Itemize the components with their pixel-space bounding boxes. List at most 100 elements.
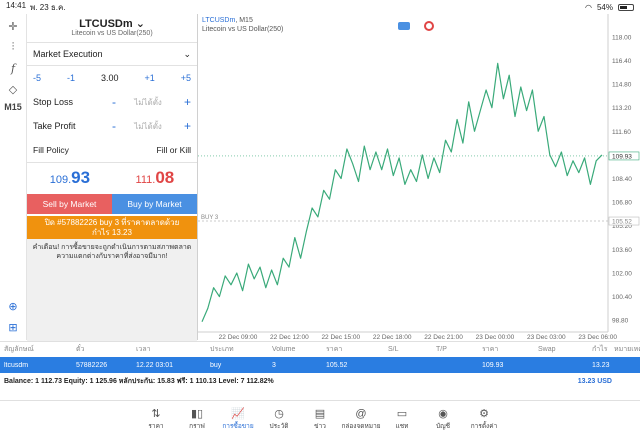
volume-plus-1[interactable]: +1 xyxy=(144,73,155,83)
column-header[interactable]: ประเภท xyxy=(210,346,234,353)
status-date: พ. 23 ธ.ค. xyxy=(30,2,66,12)
tab-at-sign[interactable]: @ กล่องจดหมาย xyxy=(341,401,382,447)
tab-chat[interactable]: ▭ แชท xyxy=(382,401,423,447)
symbol-name: LTCUSDm xyxy=(79,18,133,30)
buy-by-market-button[interactable]: Buy by Market xyxy=(112,194,197,214)
zoom-icon[interactable]: ⊕ xyxy=(8,300,18,313)
volume-value[interactable]: 3.00 xyxy=(100,73,119,83)
tab-label: แชท xyxy=(395,423,409,430)
chart-bars-icon: ▮▯ xyxy=(190,408,204,420)
tab-arrows-updown[interactable]: ⇅ ราคา xyxy=(136,401,177,447)
tab-label: การตั้งค่า xyxy=(470,423,498,430)
tab-trade-chart[interactable]: 📈 การซื้อขาย xyxy=(218,401,259,447)
column-header[interactable]: Swap xyxy=(538,346,556,353)
tab-history-clock[interactable]: ◷ ประวัติ xyxy=(259,401,300,447)
y-tick-label: 114.80 xyxy=(612,82,632,89)
fill-policy-row[interactable]: Fill Policy Fill or Kill xyxy=(27,138,197,162)
tab-gear[interactable]: ⚙ การตั้งค่า xyxy=(464,401,505,447)
column-header[interactable]: ราคา xyxy=(482,346,499,353)
one-click-trading-icon[interactable] xyxy=(398,22,410,30)
battery-icon xyxy=(618,3,634,11)
history-clock-icon: ◷ xyxy=(274,408,284,420)
close-position-line2: กำไร 13.23 xyxy=(92,227,132,237)
chart-symbol: LTCUSDm xyxy=(202,17,236,24)
chart-plot: 98.80 100.40 102.00 103.60 105.20 106.80 108.4… xyxy=(198,14,640,340)
stop-loss-row: Stop Loss - ไม่ได้ตั้ง + xyxy=(27,90,197,114)
x-tick-label: 22 Dec 21:00 xyxy=(424,334,463,340)
column-header[interactable]: ตั๋ว xyxy=(76,346,85,353)
tab-label: ประวัติ xyxy=(269,423,289,430)
market-warning: คำเตือน! การซื้อขายจะถูกดำเนินการตามสภาพ… xyxy=(27,239,197,342)
table-cell: 12.22 03:01 xyxy=(136,361,173,369)
column-header[interactable]: กำไร xyxy=(592,346,608,353)
column-header[interactable]: สัญลักษณ์ xyxy=(4,346,34,353)
chart-header: LTCUSDm, M15 Litecoin vs US Dollar(250) xyxy=(202,17,284,33)
price-chart[interactable]: 98.80 100.40 102.00 103.60 105.20 106.80 108.4… xyxy=(198,14,640,340)
y-tick-label: 108.40 xyxy=(612,176,632,183)
volume-minus-5[interactable]: -5 xyxy=(33,73,42,83)
take-profit-minus[interactable]: - xyxy=(112,119,116,133)
stop-loss-input[interactable]: ไม่ได้ตั้ง xyxy=(134,97,162,107)
tab-chart-bars[interactable]: ▮▯ กราฟ xyxy=(177,401,218,447)
shapes-icon[interactable]: ◇ xyxy=(8,83,18,96)
chart-timeframe: M15 xyxy=(239,17,253,24)
execution-type-select[interactable]: Market Execution ⌄ xyxy=(27,42,197,66)
close-position-button[interactable]: ปิด #57882226 buy 3 ที่ราคาตลาดด้วย กำไร… xyxy=(27,216,197,239)
table-row[interactable]: ltcusdm 57882226 12.22 03:01 buy 3 105.52 109.… xyxy=(0,357,640,373)
status-time: 14:41 xyxy=(6,0,27,10)
timeframe-button[interactable]: M15 xyxy=(4,102,22,112)
take-profit-row: Take Profit - ไม่ได้ตั้ง + xyxy=(27,114,197,138)
current-price-tag-box xyxy=(608,151,640,161)
column-header[interactable]: หมายเหตุ xyxy=(614,346,640,353)
candlestick-icon[interactable]: ⫶ xyxy=(11,40,15,53)
stop-loss-minus[interactable]: - xyxy=(112,95,116,109)
tab-label: ราคา xyxy=(148,423,164,430)
x-tick-label: 23 Dec 06:00 xyxy=(578,334,617,340)
trade-buttons: Sell by Market Buy by Market xyxy=(27,194,197,214)
chart-tool-rail: ✛ ⫶ f ◇ M15 ⊕ ⊞ xyxy=(0,14,27,340)
fill-policy-label: Fill Policy xyxy=(33,145,69,155)
price-series-line xyxy=(201,62,603,322)
tab-label: บัญชี xyxy=(435,423,451,430)
new-order-icon[interactable]: ⊞ xyxy=(8,321,18,334)
sell-by-market-button[interactable]: Sell by Market xyxy=(27,194,112,214)
column-header[interactable]: เวลา xyxy=(136,346,151,353)
table-cell: buy xyxy=(210,361,222,369)
table-cell: 105.52 xyxy=(326,361,348,369)
symbol-header[interactable]: LTCUSDm ⌄ Litecoin vs US Dollar(250) xyxy=(27,14,197,42)
take-profit-input[interactable]: ไม่ได้ตั้ง xyxy=(134,121,162,131)
volume-stepper: -5 -1 3.00 +1 +5 xyxy=(27,66,197,90)
column-header[interactable]: ราคา xyxy=(326,346,343,353)
buy-price-tag: 105.52 xyxy=(612,219,632,226)
tab-account[interactable]: ◉ บัญชี xyxy=(423,401,464,447)
arrows-updown-icon: ⇅ xyxy=(151,408,161,420)
y-tick-label: 100.40 xyxy=(612,294,632,301)
x-tick-label: 22 Dec 12:00 xyxy=(270,334,309,340)
x-tick-label: 22 Dec 15:00 xyxy=(321,334,360,340)
x-tick-label: 23 Dec 03:00 xyxy=(527,334,566,340)
table-cell: 109.93 xyxy=(482,361,504,369)
signal-icon[interactable] xyxy=(424,21,434,31)
balance-bar: Balance: 1 112.73 Equity: 1 125.96 หลักป… xyxy=(0,374,640,388)
function-icon[interactable]: f xyxy=(10,61,16,75)
trade-chart-icon: 📈 xyxy=(231,408,245,420)
buy-price-tag-box xyxy=(608,216,640,226)
stop-loss-plus[interactable]: + xyxy=(183,95,191,109)
volume-plus-5[interactable]: +5 xyxy=(180,73,191,83)
take-profit-plus[interactable]: + xyxy=(183,119,191,133)
chevron-down-icon: ⌄ xyxy=(135,18,145,30)
column-header[interactable]: T/P xyxy=(436,346,447,353)
y-tick-label: 106.80 xyxy=(612,200,632,207)
y-tick-label: 105.20 xyxy=(612,223,632,230)
chevron-down-icon: ⌄ xyxy=(183,48,191,59)
column-header[interactable]: Volume xyxy=(272,346,296,353)
y-tick-label: 103.60 xyxy=(612,247,632,254)
column-header[interactable]: S/L xyxy=(388,346,399,353)
tab-news[interactable]: ▤ ข่าว xyxy=(300,401,341,447)
tab-label: ข่าว xyxy=(314,423,326,430)
crosshair-icon[interactable]: ✛ xyxy=(8,20,18,33)
volume-minus-1[interactable]: -1 xyxy=(66,73,75,83)
tab-label: กราฟ xyxy=(189,423,205,430)
y-tick-label: 98.80 xyxy=(612,318,629,325)
